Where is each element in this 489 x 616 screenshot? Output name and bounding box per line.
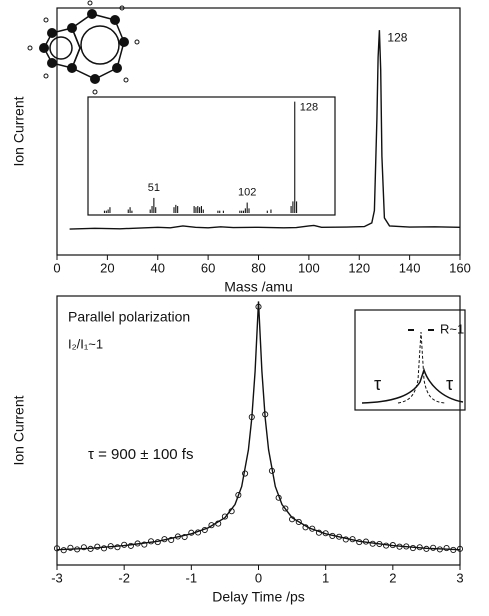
x-tick-label: 0 [255, 570, 262, 585]
data-point [181, 533, 188, 541]
inset-label: τ [446, 374, 453, 394]
peak-label: 128 [387, 30, 407, 44]
x-tick-label: 140 [399, 260, 421, 275]
x-tick-label: 100 [298, 260, 320, 275]
data-point [80, 544, 87, 551]
data-point [67, 544, 74, 551]
data-line [69, 30, 461, 230]
data-point [168, 536, 175, 544]
molecule [27, 0, 140, 95]
inset-label: R~1 [440, 321, 464, 336]
data-point [295, 518, 302, 526]
inset-frame [354, 309, 466, 411]
data-point [282, 505, 289, 512]
data-point [221, 513, 228, 520]
x-tick-label: 3 [456, 570, 463, 585]
atoms [39, 9, 129, 84]
x-tick-label: -2 [118, 570, 130, 585]
annotation: I₂/I₁~1 [68, 336, 103, 351]
x-tick-label: 1 [322, 570, 329, 585]
inset-profile [361, 329, 464, 404]
x-tick-label: -3 [51, 570, 63, 585]
x-tick-label: 60 [201, 260, 215, 275]
data-point [100, 545, 108, 552]
data-point [94, 543, 101, 550]
x-axis-label: Mass /amu [224, 279, 292, 295]
x-tick-label: 20 [100, 260, 114, 275]
annotation: τ = 900 ± 100 fs [88, 446, 193, 463]
x-tick-label: 0 [53, 260, 60, 275]
data-point [60, 547, 67, 554]
annotation: Parallel polarization [68, 309, 190, 325]
data-point [53, 545, 61, 552]
x-axis-label: Delay Time /ps [212, 589, 305, 605]
y-axis-label: Ion Current [11, 96, 27, 166]
x-tick-label: 80 [251, 260, 265, 275]
x-tick-label: -1 [186, 570, 198, 585]
inset-label: τ [374, 374, 381, 394]
inset-peak-label: 128 [300, 102, 318, 114]
data-point [430, 544, 437, 551]
data-point [208, 522, 215, 529]
y-axis-label: Ion Current [11, 395, 27, 465]
data-line [56, 301, 461, 551]
ring-circle [49, 36, 73, 60]
data-point [141, 541, 148, 548]
data-point [456, 545, 464, 552]
data-point [443, 545, 450, 552]
data-point [235, 492, 242, 499]
plot-frame [56, 295, 461, 566]
inset-peak-label: 51 [148, 182, 160, 194]
x-tick-label: 2 [389, 570, 396, 585]
data-point [127, 542, 134, 549]
x-tick-label: 40 [151, 260, 165, 275]
data-point [114, 544, 121, 551]
ring-circle [80, 25, 120, 65]
x-tick-label: 120 [348, 260, 370, 275]
x-tick-label: 160 [449, 260, 471, 275]
inset-peak-label: 102 [238, 186, 256, 198]
plot-frame [56, 7, 461, 256]
inset-frame [87, 96, 336, 216]
